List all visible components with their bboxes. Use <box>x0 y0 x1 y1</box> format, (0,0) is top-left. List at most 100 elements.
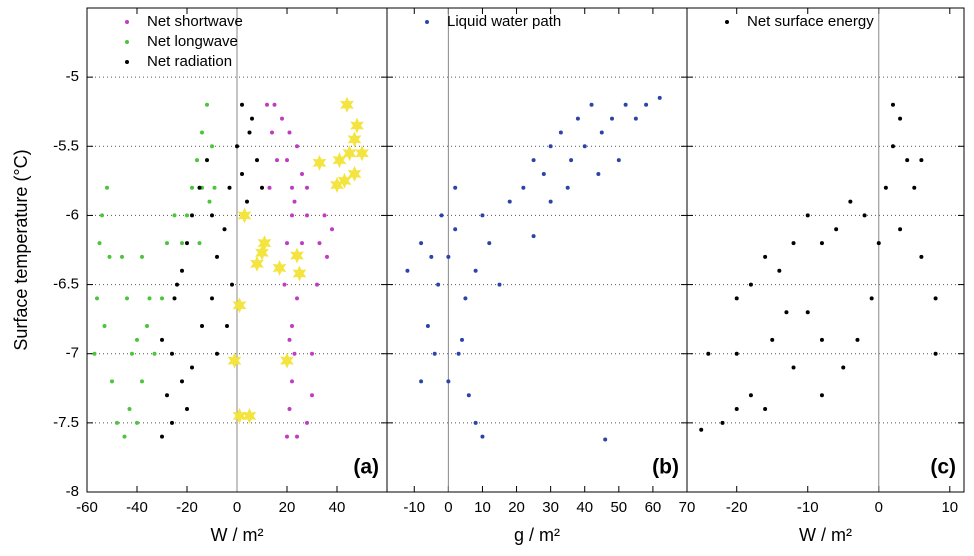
point <box>890 102 895 107</box>
star-marker <box>255 244 269 261</box>
point <box>933 296 938 301</box>
point <box>791 241 796 246</box>
point <box>287 337 292 342</box>
point <box>453 185 458 190</box>
point <box>185 241 189 246</box>
point <box>285 434 289 439</box>
point <box>295 144 299 149</box>
point <box>805 310 810 315</box>
point <box>195 158 199 163</box>
point <box>207 199 212 204</box>
star-marker <box>227 352 242 369</box>
star-marker <box>292 265 307 282</box>
point <box>287 130 292 135</box>
point <box>292 351 297 356</box>
plot-frame <box>686 7 965 493</box>
star-marker <box>355 145 369 162</box>
point <box>616 158 621 163</box>
star-marker <box>342 145 357 162</box>
point <box>565 185 570 190</box>
point <box>582 144 587 149</box>
point <box>305 185 309 190</box>
point <box>763 254 768 259</box>
point <box>322 213 327 218</box>
point <box>305 213 309 218</box>
point <box>127 407 132 412</box>
point <box>569 158 574 163</box>
x-axis-label: g / m² <box>514 525 560 545</box>
point <box>623 102 628 107</box>
point <box>247 130 252 135</box>
point <box>170 420 174 425</box>
point <box>292 199 297 204</box>
x-tick-label: 60 <box>645 499 662 516</box>
point <box>95 296 99 301</box>
x-tick-label: 20 <box>508 499 525 516</box>
point <box>225 324 229 329</box>
point <box>507 199 512 204</box>
star-marker <box>312 154 327 171</box>
point <box>97 241 102 246</box>
point <box>819 337 824 342</box>
y-tick-label: -5.5 <box>53 137 79 154</box>
point <box>610 116 614 121</box>
point <box>456 351 461 356</box>
point <box>172 296 177 301</box>
point <box>429 254 434 259</box>
x-tick-label: -20 <box>726 499 748 516</box>
point <box>898 116 903 121</box>
point <box>834 227 839 232</box>
point <box>883 185 888 190</box>
y-axis-label: Surface temperature (°C) <box>11 149 31 350</box>
point <box>180 268 184 273</box>
y-tick-label: -7 <box>66 345 79 362</box>
point <box>290 213 294 218</box>
y-tick-label: -8 <box>66 483 79 500</box>
point <box>734 296 739 301</box>
point <box>185 407 189 412</box>
point <box>933 351 938 356</box>
x-tick-label: 40 <box>576 499 593 516</box>
point <box>541 171 546 176</box>
x-tick-label: 0 <box>444 499 452 516</box>
point <box>521 185 526 190</box>
point <box>290 185 294 190</box>
star-marker <box>350 117 364 134</box>
point <box>240 171 244 176</box>
x-tick-label: 10 <box>474 499 491 516</box>
point <box>446 379 451 384</box>
point <box>227 185 232 190</box>
legend-marker <box>425 20 429 24</box>
point <box>197 185 202 190</box>
point <box>748 282 753 287</box>
legend-label: Net longwave <box>147 33 238 50</box>
point <box>165 241 169 246</box>
point <box>463 296 468 301</box>
point <box>300 241 304 246</box>
point <box>919 254 924 259</box>
point <box>275 158 279 163</box>
point <box>558 130 563 135</box>
point <box>122 434 127 439</box>
point <box>235 144 239 149</box>
x-tick-label: 50 <box>610 499 627 516</box>
point <box>487 241 492 246</box>
point <box>100 213 104 218</box>
point <box>175 282 179 287</box>
point <box>869 296 874 301</box>
point <box>819 241 824 246</box>
point <box>200 130 204 135</box>
point <box>160 296 164 301</box>
point <box>480 434 485 439</box>
point <box>575 116 580 121</box>
point <box>432 351 437 356</box>
point <box>102 324 107 329</box>
star-marker <box>232 297 247 314</box>
star-marker <box>347 131 362 148</box>
star-marker <box>242 407 257 424</box>
y-tick-label: -6 <box>66 206 79 223</box>
point <box>531 234 536 239</box>
point <box>784 310 789 315</box>
point <box>210 213 214 218</box>
